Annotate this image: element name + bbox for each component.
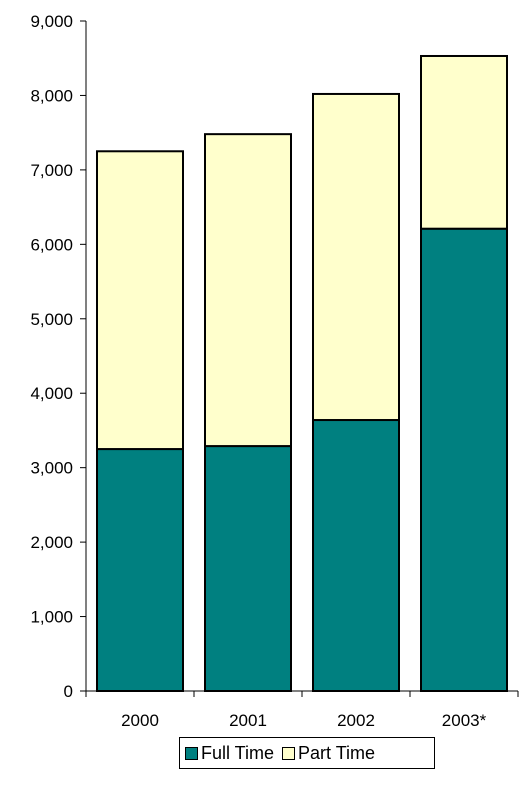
bar-full-time <box>312 419 400 692</box>
legend-label-part-time: Part Time <box>298 742 376 763</box>
y-tick-label: 2,000 <box>30 533 73 552</box>
bar-part-time <box>312 92 400 422</box>
legend-swatch-part-time <box>282 746 296 760</box>
bar-part-time <box>420 54 508 230</box>
legend-label-full-time: Full Time <box>201 742 275 763</box>
y-tick-label: 6,000 <box>30 235 73 254</box>
legend-item-full-time: Full Time <box>185 743 274 764</box>
y-tick-label: 3,000 <box>30 459 73 478</box>
bar-full-time <box>420 227 508 692</box>
legend-swatch-full-time <box>185 746 198 760</box>
bar-full-time <box>204 445 292 693</box>
bar-part-time <box>96 150 184 451</box>
legend: Full Time Part Time <box>179 737 435 769</box>
y-tick-label: 4,000 <box>30 384 73 403</box>
x-tick-label: 2001 <box>229 711 267 730</box>
legend-item-part-time: Part Time <box>282 743 375 764</box>
y-tick-label: 5,000 <box>30 310 73 329</box>
y-tick-label: 8,000 <box>30 86 73 105</box>
y-tick-label: 1,000 <box>30 608 73 627</box>
bar-full-time <box>96 448 184 692</box>
bar-part-time <box>204 133 292 448</box>
y-tick-label: 7,000 <box>30 161 73 180</box>
x-axis: 2000 2001 2002 2003* <box>85 690 519 730</box>
x-tick-label: 2002 <box>337 711 375 730</box>
y-tick-label: 0 <box>64 682 73 701</box>
y-axis: 0 1,000 2,000 3,000 4,000 5,000 6,000 7,000 8,00… <box>30 12 87 701</box>
bars <box>96 54 508 693</box>
x-tick-label: 2003* <box>442 711 487 730</box>
x-tick-label: 2000 <box>121 711 159 730</box>
y-tick-label: 9,000 <box>30 12 73 31</box>
